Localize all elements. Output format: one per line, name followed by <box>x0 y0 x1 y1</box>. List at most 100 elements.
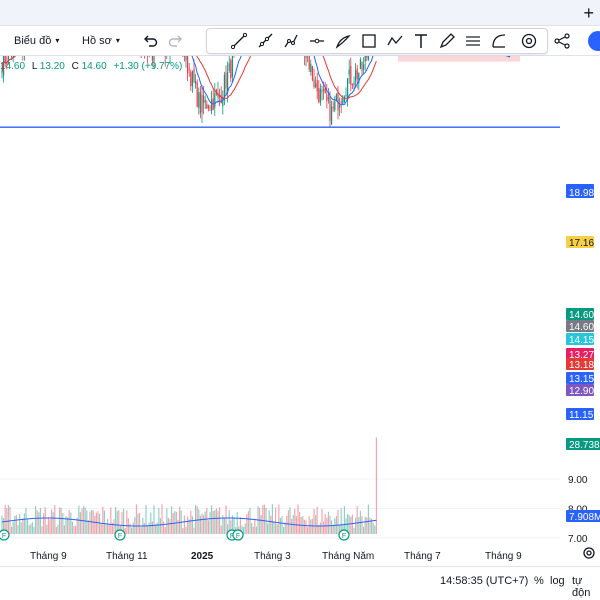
candle-body <box>214 93 216 108</box>
volume-bar <box>111 522 113 534</box>
path-tool[interactable] <box>385 31 405 51</box>
candle-body <box>327 97 329 100</box>
time-axis[interactable]: Tháng 9 Tháng 11 2025 Tháng 3 Tháng Năm Tháng… <box>30 551 522 562</box>
volume-bar <box>201 513 203 534</box>
volume-bar <box>59 507 61 534</box>
volume-bar <box>220 525 222 534</box>
candle-body <box>347 78 349 99</box>
auto-scale-toggle[interactable]: tự độn <box>572 575 591 599</box>
price-badge-value: 14.15 <box>569 335 594 346</box>
volume-bar <box>332 525 334 534</box>
candle-body <box>355 70 357 82</box>
legend-low-label: L <box>31 61 38 72</box>
log-scale-toggle[interactable]: log <box>550 575 565 587</box>
volume-bar <box>297 504 299 534</box>
volume-bar <box>222 515 224 534</box>
horizontal-line-tool[interactable] <box>307 31 327 51</box>
rectangle-tool[interactable] <box>359 31 379 51</box>
volume-bar <box>278 504 280 534</box>
volume-bar <box>100 523 102 534</box>
volume-bar <box>95 512 97 534</box>
volume-bar <box>63 525 65 534</box>
profile-dropdown[interactable]: Hồ sơ ▾ <box>82 32 120 50</box>
candle-body <box>367 56 369 60</box>
chart-type-dropdown[interactable]: Biểu đồ ▾ <box>14 32 59 50</box>
volume-bar <box>246 514 248 534</box>
undo-button[interactable] <box>140 31 160 51</box>
volume-bar <box>315 515 317 534</box>
time-tick-label: Tháng 9 <box>30 551 67 562</box>
volume-bar <box>99 513 101 534</box>
undo-icon <box>144 35 158 47</box>
position-tool[interactable] <box>398 56 520 62</box>
volume-bar <box>113 519 115 534</box>
pen-icon <box>439 33 455 49</box>
volume-bar <box>263 504 265 534</box>
text-tool[interactable] <box>411 31 431 51</box>
new-tab-button[interactable]: + <box>583 3 594 23</box>
volume-bar <box>108 524 110 534</box>
clock-timezone[interactable]: 14:58:35 (UTC+7) <box>440 575 529 587</box>
gear-icon[interactable] <box>582 546 596 560</box>
horizontal-levels[interactable] <box>0 56 560 128</box>
volume-bar <box>185 526 187 534</box>
volume-bar <box>371 518 373 534</box>
volume-bar <box>343 506 345 534</box>
pen-tool[interactable] <box>437 31 457 51</box>
volume-bar <box>243 526 245 534</box>
volume-bar <box>364 516 366 534</box>
volume-bar <box>123 508 125 534</box>
fib-retracement-tool[interactable] <box>281 31 301 51</box>
redo-button[interactable] <box>166 31 186 51</box>
ray-tool[interactable] <box>255 31 275 51</box>
price-badge: 13.27 <box>566 348 594 361</box>
volume-bar <box>145 505 147 534</box>
share-button[interactable] <box>552 31 572 51</box>
candle-body <box>209 107 211 109</box>
rectangle-icon <box>362 34 376 48</box>
volume-bar <box>254 518 256 534</box>
candle-body <box>153 56 155 62</box>
volume-bar <box>115 507 117 534</box>
volume-bar <box>369 517 371 534</box>
volume-bar <box>307 527 309 534</box>
candle-body <box>206 103 208 109</box>
candle-body <box>217 92 219 98</box>
volume-bar <box>17 524 19 534</box>
arc-tool[interactable] <box>489 31 509 51</box>
profile-label: Hồ sơ <box>82 35 112 47</box>
candle-body <box>195 81 197 84</box>
trend-line-tool[interactable] <box>229 31 249 51</box>
volume-bar <box>103 510 105 534</box>
volume-bar <box>126 510 128 534</box>
volume-bar <box>255 526 257 534</box>
candle-body <box>231 56 233 77</box>
app-logo-icon <box>588 31 600 51</box>
price-axis[interactable]: 23.0022.0021.0020.0018.0016.0015.009.008… <box>566 56 600 545</box>
legend-change: +1.30 (+9.77%) <box>113 61 183 72</box>
volume-bar <box>188 519 190 534</box>
percent-scale-toggle[interactable]: % <box>534 575 544 587</box>
volume-bar <box>46 524 48 534</box>
candle-body <box>3 56 5 76</box>
brush-tool[interactable] <box>333 31 353 51</box>
visibility-tool[interactable] <box>519 31 539 51</box>
volume-bar <box>171 506 173 534</box>
candle-body <box>364 56 366 62</box>
volume-bar <box>375 437 377 534</box>
volume-bar <box>318 524 320 534</box>
volume-bar <box>287 510 289 534</box>
candle-body <box>305 56 307 59</box>
volume-bar <box>353 527 355 534</box>
volume-bar <box>11 526 13 534</box>
volume-ma-line <box>1 517 377 527</box>
volume-bar <box>279 518 281 534</box>
price-badge: 14.60 <box>566 320 594 333</box>
volume-bar <box>86 510 88 534</box>
candle-body <box>342 99 344 105</box>
volume-bar <box>51 509 53 534</box>
candle-body <box>211 99 213 111</box>
parallel-channel-tool[interactable] <box>463 31 483 51</box>
